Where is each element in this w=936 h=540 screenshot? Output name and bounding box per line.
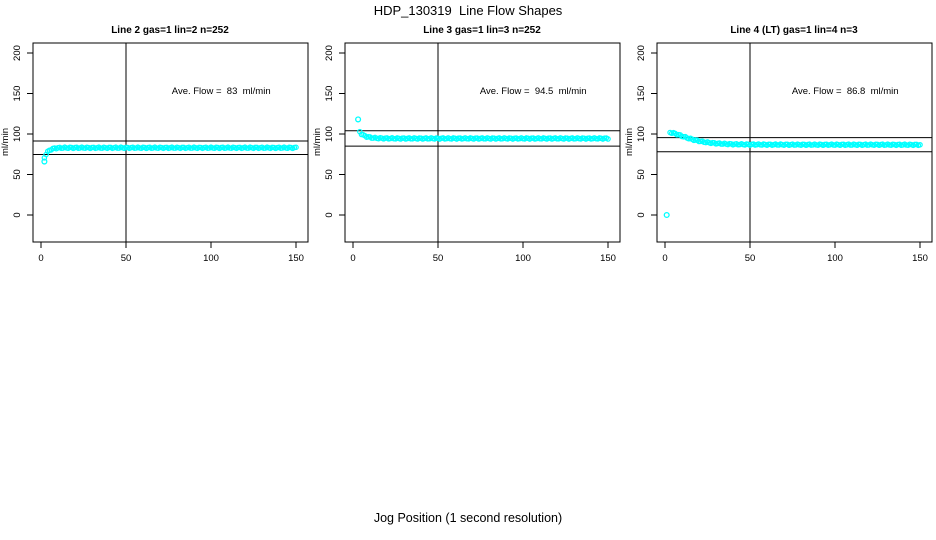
- plot-box: [32, 42, 309, 243]
- y-tick-label: 100: [636, 126, 647, 142]
- y-axis-title: ml/min: [0, 128, 11, 156]
- y-tick-label: 100: [12, 126, 23, 142]
- y-tick-label: 50: [324, 169, 335, 180]
- data-points: [41, 144, 299, 161]
- x-tick-label: 0: [350, 253, 355, 264]
- x-tick-label: 50: [121, 253, 132, 264]
- plot-box: [344, 42, 621, 243]
- panel-chart-line3: Line 3 gas=1 lin=3 n=252 0 50 100 150 0 50 100 1…: [312, 25, 621, 264]
- x-tick-label: 100: [203, 253, 219, 264]
- y-tick-label: 50: [636, 169, 647, 180]
- outlier-point: [41, 158, 48, 165]
- y-tick-label: 50: [12, 169, 23, 180]
- y-tick-label: 0: [636, 212, 647, 217]
- ave-flow-annotation: Ave. Flow = 86.8 ml/min: [792, 86, 899, 97]
- x-tick-label: 50: [745, 253, 756, 264]
- y-tick-label: 200: [324, 45, 335, 61]
- y-tick-label: 150: [12, 86, 23, 102]
- panel-title: Line 4 (LT) gas=1 lin=4 n=3: [730, 25, 858, 36]
- panel-chart-line4: Line 4 (LT) gas=1 lin=4 n=3 0 50 100 150 0 50 1…: [624, 25, 933, 264]
- data-points: [667, 129, 923, 149]
- panels-row: Line 2 gas=1 lin=2 n=252 0 50 100 150 0 50 100 1…: [0, 20, 936, 270]
- panel-title: Line 3 gas=1 lin=3 n=252: [423, 25, 541, 36]
- y-tick-label: 150: [324, 86, 335, 102]
- x-tick-label: 50: [433, 253, 444, 264]
- x-tick-label: 150: [600, 253, 616, 264]
- figure-title: HDP_130319 Line Flow Shapes: [373, 3, 563, 18]
- data-points: [356, 128, 611, 142]
- x-tick-label: 150: [288, 253, 304, 264]
- x-tick-label: 150: [912, 253, 928, 264]
- outlier-point: [663, 211, 670, 219]
- y-tick-label: 200: [12, 45, 23, 61]
- y-tick-label: 0: [324, 212, 335, 217]
- y-axis-title: ml/min: [624, 128, 635, 156]
- y-tick-label: 150: [636, 86, 647, 102]
- x-tick-label: 100: [515, 253, 531, 264]
- ave-flow-annotation: Ave. Flow = 94.5 ml/min: [480, 86, 587, 97]
- panel-chart-line2: Line 2 gas=1 lin=2 n=252 0 50 100 150 0 50 100 1…: [0, 25, 309, 264]
- x-axis-label: Jog Position (1 second resolution): [373, 511, 563, 525]
- outlier-point: [355, 116, 362, 123]
- y-tick-label: 200: [636, 45, 647, 61]
- x-tick-label: 100: [827, 253, 843, 264]
- x-tick-label: 0: [662, 253, 667, 264]
- ave-flow-annotation: Ave. Flow = 83 ml/min: [172, 86, 271, 97]
- y-axis-title: ml/min: [312, 128, 323, 156]
- y-tick-label: 0: [12, 212, 23, 217]
- panel-title: Line 2 gas=1 lin=2 n=252: [111, 25, 229, 36]
- x-tick-label: 0: [38, 253, 43, 264]
- y-tick-label: 100: [324, 126, 335, 142]
- plot-box: [656, 42, 933, 243]
